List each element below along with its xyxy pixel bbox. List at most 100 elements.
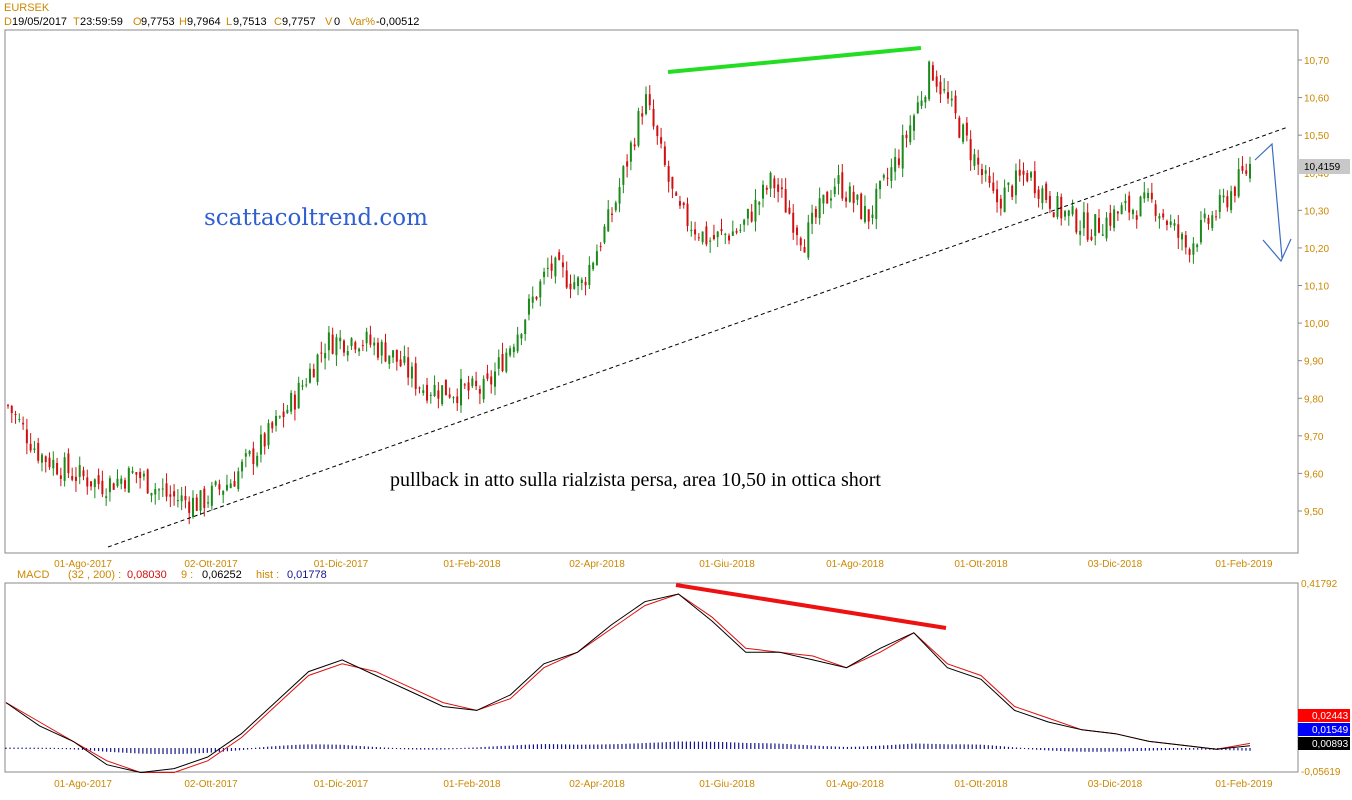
histogram-bar: [500, 745, 502, 749]
candle-body: [535, 296, 538, 300]
histogram-bar: [41, 747, 43, 749]
candle-body: [1188, 249, 1191, 255]
histogram-bar: [649, 742, 651, 749]
histogram-bar: [685, 741, 687, 749]
histogram-bar: [1189, 748, 1191, 750]
histogram-bar: [975, 744, 977, 749]
candle-body: [777, 184, 780, 192]
candle-body: [191, 497, 194, 517]
macd-badge-blue: [1298, 723, 1350, 736]
histogram-bar: [879, 745, 881, 749]
candle-body: [441, 385, 444, 405]
histogram-bar: [246, 748, 249, 750]
candle-body: [422, 390, 425, 393]
histogram-bar: [267, 746, 269, 749]
candle-body: [509, 348, 512, 356]
candle-body: [271, 422, 274, 429]
histogram-bar: [77, 748, 80, 750]
histogram-bar: [508, 745, 510, 749]
candle-body: [316, 354, 319, 382]
price-tick-label: 9,60: [1304, 469, 1324, 480]
candle-body: [1215, 216, 1218, 218]
candle-body: [71, 476, 74, 480]
histogram-bar: [375, 747, 377, 749]
candle-body: [1079, 230, 1082, 235]
histogram-bar: [476, 747, 478, 749]
histogram-bar: [589, 744, 591, 749]
candle-body: [712, 235, 715, 240]
candle-body: [1165, 220, 1168, 225]
histogram-bar: [363, 746, 365, 749]
histogram-bar: [65, 748, 67, 750]
histogram-bar: [963, 744, 965, 749]
histogram-bar: [770, 743, 772, 749]
date-tick-label: 03-Dic-2018: [1088, 559, 1143, 570]
candle-body: [437, 390, 440, 399]
candle-body: [1048, 195, 1051, 209]
price-tick-label: 10,60: [1304, 94, 1329, 105]
histogram-bar: [866, 746, 869, 749]
candle-body: [1154, 204, 1157, 216]
candle-body: [1033, 170, 1036, 194]
histogram-bar: [540, 744, 543, 749]
candle-body: [1124, 200, 1127, 204]
histogram-bar: [319, 744, 321, 749]
candle-body: [897, 158, 900, 166]
histogram-bar: [45, 747, 47, 749]
date-tick-label: 02-Apr-2018: [569, 779, 625, 790]
candle-body: [365, 331, 368, 344]
candle-body: [675, 192, 678, 196]
histogram-bar: [335, 744, 337, 749]
histogram-bar: [701, 741, 704, 749]
candle-body: [463, 384, 466, 386]
histogram-bar: [1140, 748, 1142, 751]
candle-body: [1226, 196, 1229, 208]
histogram-bar: [1124, 748, 1126, 752]
candle-body: [867, 209, 870, 222]
histogram-bar: [444, 748, 446, 750]
candle-body: [48, 457, 51, 468]
histogram-bar: [230, 748, 233, 751]
histogram-bar: [1197, 748, 1199, 750]
candle-body: [1143, 192, 1146, 199]
histogram-bar: [1180, 748, 1183, 750]
candle-body: [554, 257, 557, 277]
candle-body: [18, 418, 21, 420]
candle-body: [256, 455, 259, 466]
candle-body: [380, 341, 383, 356]
histogram-bar: [738, 742, 740, 749]
candle-body: [131, 471, 134, 473]
histogram-bar: [645, 742, 647, 749]
candle-body: [376, 342, 379, 358]
histogram-bar: [790, 744, 792, 749]
date-tick-label: 01-Feb-2018: [443, 559, 501, 570]
histogram-bar: [943, 744, 945, 749]
histogram-bar: [556, 744, 559, 749]
histogram-bar: [295, 744, 297, 749]
candle-body: [59, 475, 62, 479]
candle-body: [728, 235, 731, 241]
candle-body: [305, 384, 308, 386]
signal-line: [5, 593, 1251, 773]
candle-body: [928, 61, 931, 100]
histogram-bar: [403, 748, 406, 750]
candle-body: [354, 342, 357, 350]
volume-key: V: [325, 16, 333, 28]
macd-divergence-line: [675, 583, 947, 630]
histogram-bar: [162, 748, 164, 755]
candle-body: [973, 154, 976, 166]
candle-body: [505, 352, 508, 372]
histogram-bar: [818, 745, 820, 749]
date-tick-label: 01-Ott-2018: [954, 559, 1008, 570]
histogram-bar: [255, 747, 257, 749]
candle-body: [1101, 234, 1104, 236]
histogram-bar: [1007, 746, 1010, 749]
macd-badge-red-text: 0,02443: [1312, 711, 1349, 722]
candle-body: [14, 414, 17, 416]
histogram-bar: [1052, 748, 1054, 751]
candle-body: [1026, 173, 1029, 182]
candle-body: [1105, 217, 1108, 239]
candle-body: [452, 397, 455, 399]
candle-body: [418, 387, 421, 389]
candle-body: [1007, 182, 1010, 185]
